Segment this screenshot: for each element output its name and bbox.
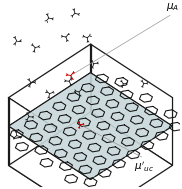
Polygon shape [9, 73, 173, 180]
Polygon shape [9, 98, 90, 189]
Text: $\mu'_{uc}$: $\mu'_{uc}$ [134, 160, 154, 174]
Polygon shape [90, 44, 173, 165]
Text: $\mu_A$: $\mu_A$ [166, 1, 179, 13]
Polygon shape [9, 112, 173, 189]
